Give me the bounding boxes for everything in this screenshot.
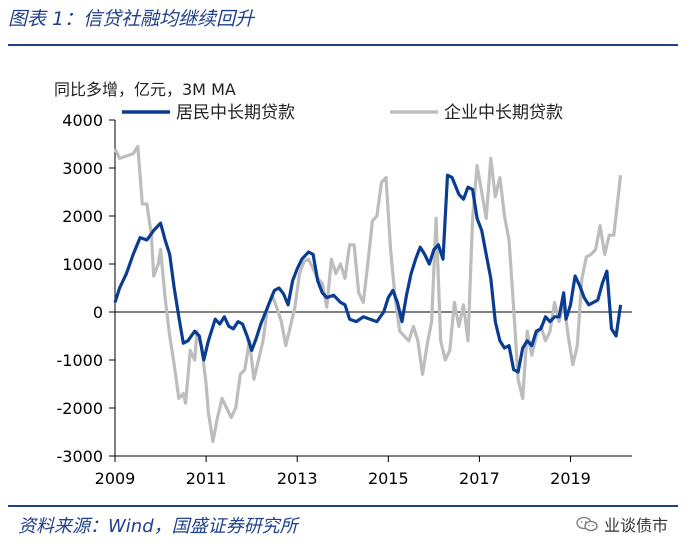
x-tick: 2011 bbox=[186, 456, 227, 488]
y-tick-label: 2000 bbox=[62, 207, 103, 226]
brand-watermark: 业谈债市 bbox=[576, 512, 668, 536]
wechat-icon bbox=[576, 516, 598, 532]
x-tick: 2015 bbox=[368, 456, 409, 488]
legend-label-2: 企业中长期贷款 bbox=[444, 103, 563, 123]
x-tick-label: 2011 bbox=[186, 469, 227, 488]
y-tick-label: 0 bbox=[93, 303, 103, 322]
x-tick: 2009 bbox=[95, 456, 136, 488]
y-tick-label: 1000 bbox=[62, 255, 103, 274]
unit-label: 同比多增，亿元，3M MA bbox=[54, 80, 236, 99]
y-tick: -2000 bbox=[57, 399, 115, 418]
source-note: 资料来源：Wind，国盛证券研究所 bbox=[18, 516, 298, 537]
y-tick-label: 4000 bbox=[62, 111, 103, 130]
x-tick-label: 2019 bbox=[550, 469, 591, 488]
y-tick: 2000 bbox=[62, 207, 115, 226]
y-tick: -1000 bbox=[57, 351, 115, 370]
x-tick-label: 2013 bbox=[277, 469, 318, 488]
title-divider bbox=[8, 44, 678, 46]
y-tick: 3000 bbox=[62, 159, 115, 178]
x-tick: 2019 bbox=[550, 456, 591, 488]
x-tick-label: 2009 bbox=[95, 469, 136, 488]
x-tick-label: 2017 bbox=[459, 469, 500, 488]
y-tick: 4000 bbox=[62, 111, 115, 130]
series-lines bbox=[113, 144, 623, 444]
legend-label-1: 居民中长期贷款 bbox=[176, 103, 295, 123]
x-tick: 2013 bbox=[277, 456, 318, 488]
y-tick-label: 3000 bbox=[62, 159, 103, 178]
brand-name: 业谈债市 bbox=[603, 516, 668, 535]
axes: -3000 -2000 -1000 0 1000 2000 3000 4000 2009 2011… bbox=[57, 111, 632, 488]
series-line-1 bbox=[113, 173, 623, 374]
y-tick: -3000 bbox=[57, 447, 115, 466]
y-tick-label: -2000 bbox=[57, 399, 104, 418]
y-tick-label: -1000 bbox=[57, 351, 104, 370]
legend: 居民中长期贷款 企业中长期贷款 bbox=[122, 103, 563, 123]
y-tick-label: -3000 bbox=[57, 447, 104, 466]
figure-title: 图表 1：信贷社融均继续回升 bbox=[8, 8, 255, 30]
y-tick: 1000 bbox=[62, 255, 115, 274]
footer-divider bbox=[8, 505, 678, 507]
x-tick-label: 2015 bbox=[368, 469, 409, 488]
series-line-2 bbox=[113, 144, 623, 444]
y-tick: 0 bbox=[93, 303, 115, 322]
x-tick: 2017 bbox=[459, 456, 500, 488]
